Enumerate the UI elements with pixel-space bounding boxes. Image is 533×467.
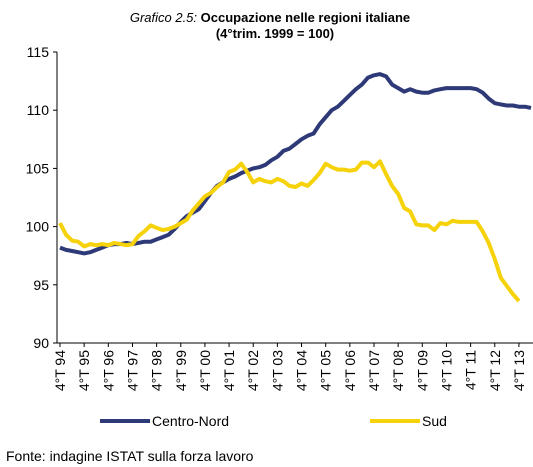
x-tick-label: 4°T 08 bbox=[390, 350, 406, 391]
x-tick-label: 4°T 13 bbox=[511, 350, 527, 391]
x-tick-label: 4°T 94 bbox=[52, 350, 68, 391]
x-tick-label: 4°T 01 bbox=[221, 350, 237, 391]
x-tick-label: 4°T 06 bbox=[342, 350, 358, 391]
x-tick-label: 4°T 97 bbox=[124, 350, 140, 391]
x-tick-label: 4°T 09 bbox=[414, 350, 430, 391]
y-tick-label: 90 bbox=[33, 335, 49, 351]
source-note: Fonte: indagine ISTAT sulla forza lavoro bbox=[6, 448, 254, 464]
title-main: Occupazione nelle regioni italiane bbox=[201, 10, 411, 25]
y-tick-label: 95 bbox=[33, 277, 49, 293]
x-tick-label: 4°T 05 bbox=[318, 350, 334, 391]
x-tick-label: 4°T 95 bbox=[76, 350, 92, 391]
x-tick-label: 4°T 99 bbox=[173, 350, 189, 391]
series-line bbox=[59, 72, 532, 256]
legend-label: Sud bbox=[422, 413, 447, 429]
chart-subtitle: (4°trim. 1999 = 100) bbox=[216, 26, 334, 41]
legend-label: Centro-Nord bbox=[152, 413, 229, 429]
x-tick-label: 4°T 07 bbox=[366, 350, 382, 391]
x-tick-label: 4°T 00 bbox=[197, 350, 213, 391]
y-tick-label: 105 bbox=[26, 160, 50, 176]
x-tick-label: 4°T 96 bbox=[100, 350, 116, 391]
y-tick-label: 110 bbox=[27, 102, 50, 118]
x-tick-label: 4°T 04 bbox=[294, 350, 310, 391]
x-tick-label: 4°T 12 bbox=[487, 350, 503, 391]
x-tick-label: 4°T 10 bbox=[438, 350, 454, 391]
title-prefix: Grafico 2.5: bbox=[130, 10, 198, 25]
chart-title: Grafico 2.5: Occupazione nelle regioni i… bbox=[130, 10, 410, 25]
y-tick-label: 115 bbox=[27, 44, 50, 60]
x-tick-label: 4°T 03 bbox=[269, 350, 285, 391]
series-line bbox=[58, 159, 521, 303]
y-tick-label: 100 bbox=[26, 219, 50, 235]
x-tick-label: 4°T 98 bbox=[149, 350, 165, 391]
x-tick-label: 4°T 11 bbox=[463, 350, 479, 390]
x-tick-label: 4°T 02 bbox=[245, 350, 261, 391]
